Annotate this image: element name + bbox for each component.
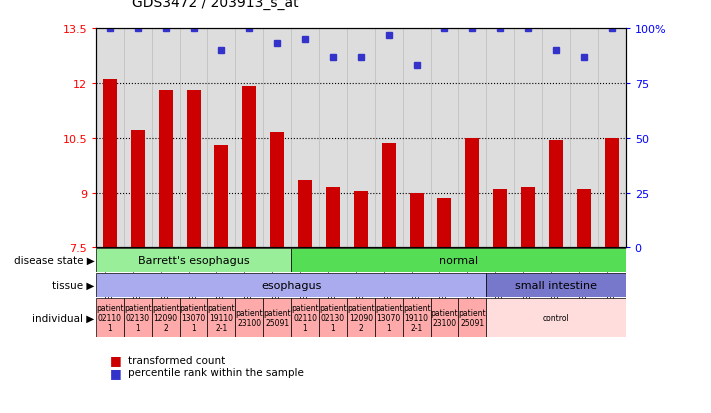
Polygon shape <box>235 298 263 337</box>
Bar <box>270 133 284 248</box>
Bar <box>493 190 507 248</box>
Polygon shape <box>96 273 486 297</box>
Text: esophagus: esophagus <box>261 280 321 290</box>
Bar <box>466 138 479 248</box>
Text: transformed count: transformed count <box>128 355 225 365</box>
Polygon shape <box>459 298 486 337</box>
Bar <box>131 131 145 248</box>
Polygon shape <box>291 249 626 273</box>
Text: patient
13070
1: patient 13070 1 <box>375 303 402 332</box>
Text: Barrett's esophagus: Barrett's esophagus <box>138 256 250 266</box>
Polygon shape <box>486 273 626 297</box>
Bar <box>298 180 312 248</box>
Bar <box>326 188 340 248</box>
Polygon shape <box>375 298 402 337</box>
Bar <box>354 191 368 248</box>
Text: normal: normal <box>439 256 478 266</box>
Polygon shape <box>263 298 291 337</box>
Text: patient
23100: patient 23100 <box>235 308 263 328</box>
Text: patient
02110
1: patient 02110 1 <box>96 303 124 332</box>
Text: patient
12090
2: patient 12090 2 <box>347 303 375 332</box>
Polygon shape <box>151 298 180 337</box>
Text: GDS3472 / 203913_s_at: GDS3472 / 203913_s_at <box>132 0 298 10</box>
Text: patient
19110
2-1: patient 19110 2-1 <box>208 303 235 332</box>
Text: small intestine: small intestine <box>515 280 597 290</box>
Text: patient
25091: patient 25091 <box>459 308 486 328</box>
Text: patient
19110
2-1: patient 19110 2-1 <box>402 303 430 332</box>
Bar <box>605 138 619 248</box>
Text: percentile rank within the sample: percentile rank within the sample <box>128 368 304 377</box>
Bar <box>215 146 228 248</box>
Text: disease state ▶: disease state ▶ <box>14 256 95 266</box>
Bar <box>159 91 173 248</box>
Bar <box>242 87 256 248</box>
Polygon shape <box>124 298 151 337</box>
Text: patient
12090
2: patient 12090 2 <box>152 303 179 332</box>
Text: tissue ▶: tissue ▶ <box>52 280 95 290</box>
Bar <box>410 193 424 248</box>
Polygon shape <box>208 298 235 337</box>
Text: patient
02130
1: patient 02130 1 <box>124 303 151 332</box>
Bar <box>521 188 535 248</box>
Polygon shape <box>486 298 626 337</box>
Bar <box>103 80 117 248</box>
Text: ■: ■ <box>110 366 122 379</box>
Polygon shape <box>402 298 431 337</box>
Text: patient
13070
1: patient 13070 1 <box>180 303 208 332</box>
Polygon shape <box>431 298 459 337</box>
Text: ■: ■ <box>110 354 122 367</box>
Polygon shape <box>291 298 319 337</box>
Text: patient
23100: patient 23100 <box>431 308 459 328</box>
Polygon shape <box>319 298 347 337</box>
Text: patient
02130
1: patient 02130 1 <box>319 303 347 332</box>
Text: patient
02110
1: patient 02110 1 <box>292 303 319 332</box>
Polygon shape <box>96 249 291 273</box>
Bar <box>577 190 591 248</box>
Text: control: control <box>542 313 570 322</box>
Bar <box>382 144 396 248</box>
Bar <box>437 199 451 248</box>
Polygon shape <box>180 298 208 337</box>
Text: patient
25091: patient 25091 <box>263 308 291 328</box>
Polygon shape <box>96 298 124 337</box>
Text: individual ▶: individual ▶ <box>32 313 95 323</box>
Bar <box>549 140 563 248</box>
Bar <box>186 91 201 248</box>
Polygon shape <box>347 298 375 337</box>
